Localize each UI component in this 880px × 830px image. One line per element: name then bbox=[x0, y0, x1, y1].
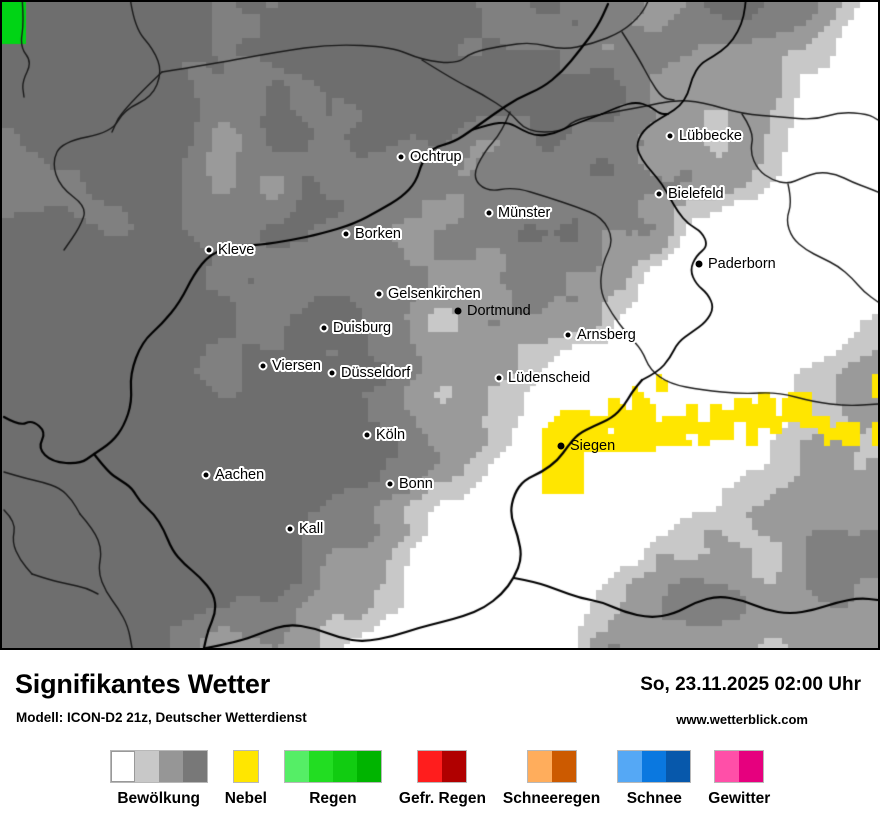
legend-swatch bbox=[551, 751, 576, 782]
legend-group-bew-lkung: Bewölkung bbox=[109, 750, 208, 808]
website-credit: www.wetterblick.com bbox=[676, 712, 808, 727]
legend-swatches bbox=[714, 750, 765, 783]
city-label: Gelsenkirchen bbox=[388, 285, 481, 302]
legend-label: Schnee bbox=[626, 790, 682, 807]
legend-label: Gewitter bbox=[708, 790, 771, 807]
legend: Bewölkung Nebel Regen Gefr. Regen Schneerege… bbox=[0, 750, 880, 820]
map-footer: Signifikantes Wetter Modell: ICON-D2 21z… bbox=[0, 650, 880, 830]
city-label: Borken bbox=[355, 225, 401, 242]
legend-swatch bbox=[110, 751, 135, 782]
city-dot-icon bbox=[557, 442, 565, 450]
city-label: Dortmund bbox=[467, 302, 531, 319]
legend-swatch bbox=[182, 751, 207, 782]
city-dot-icon bbox=[494, 373, 504, 383]
legend-label: Bewölkung bbox=[117, 790, 201, 807]
legend-group-gefr-regen: Gefr. Regen bbox=[399, 750, 486, 808]
city-dot-icon bbox=[327, 368, 337, 378]
legend-group-regen: Regen bbox=[283, 750, 382, 808]
city-dot-icon bbox=[285, 524, 295, 534]
legend-label: Schneeregen bbox=[502, 790, 601, 807]
model-subtitle: Modell: ICON-D2 21z, Deutscher Wetterdie… bbox=[16, 710, 307, 725]
city-dot-icon bbox=[341, 229, 351, 239]
city-label: Münster bbox=[498, 204, 551, 221]
legend-swatch bbox=[158, 751, 183, 782]
city-label: Kall bbox=[299, 520, 324, 537]
legend-label: Nebel bbox=[224, 790, 267, 807]
city-label: Köln bbox=[376, 426, 406, 443]
legend-swatch bbox=[442, 751, 467, 782]
city-label: Paderborn bbox=[708, 255, 776, 272]
legend-swatches bbox=[109, 750, 208, 783]
legend-label: Regen bbox=[309, 790, 357, 807]
legend-swatch bbox=[356, 751, 381, 782]
city-dot-icon bbox=[374, 289, 384, 299]
city-dot-icon bbox=[563, 330, 573, 340]
city-label: Düsseldorf bbox=[341, 364, 411, 381]
legend-group-nebel: Nebel bbox=[225, 750, 267, 808]
city-dot-icon bbox=[258, 361, 268, 371]
legend-swatch bbox=[284, 751, 309, 782]
legend-swatches bbox=[417, 750, 468, 783]
legend-swatch bbox=[134, 751, 159, 782]
city-label: Arnsberg bbox=[577, 326, 636, 343]
city-dot-icon bbox=[385, 479, 395, 489]
city-dot-icon bbox=[319, 323, 329, 333]
legend-swatch bbox=[642, 751, 667, 782]
forecast-datetime: So, 23.11.2025 02:00 Uhr bbox=[640, 674, 861, 695]
city-dot-icon bbox=[201, 470, 211, 480]
city-label: Siegen bbox=[570, 437, 616, 454]
legend-swatches bbox=[232, 750, 259, 783]
legend-group-schnee: Schnee bbox=[617, 750, 692, 808]
significant-weather-map-canvas[interactable] bbox=[2, 2, 878, 648]
legend-swatch bbox=[739, 751, 764, 782]
city-label: Duisburg bbox=[333, 319, 392, 336]
legend-swatch bbox=[418, 751, 443, 782]
city-label: Bonn bbox=[399, 475, 433, 492]
legend-swatch bbox=[233, 751, 258, 782]
legend-swatches bbox=[283, 750, 382, 783]
city-dot-icon bbox=[654, 189, 664, 199]
legend-swatches bbox=[617, 750, 692, 783]
city-label: Ochtrup bbox=[410, 148, 462, 165]
city-label: Viersen bbox=[272, 357, 321, 374]
legend-group-schneeregen: Schneeregen bbox=[503, 750, 600, 808]
city-dot-icon bbox=[695, 260, 703, 268]
page-title: Signifikantes Wetter bbox=[15, 669, 271, 699]
city-dot-icon bbox=[454, 307, 462, 315]
weather-map-panel[interactable]: Lübbecke Ochtrup Bielefeld Münster Borken Kle… bbox=[0, 0, 880, 650]
legend-swatches bbox=[526, 750, 577, 783]
city-dot-icon bbox=[665, 131, 675, 141]
city-label: Aachen bbox=[215, 466, 265, 483]
city-dot-icon bbox=[396, 152, 406, 162]
city-label: Kleve bbox=[218, 241, 255, 258]
legend-swatch bbox=[666, 751, 691, 782]
legend-swatch bbox=[332, 751, 357, 782]
city-dot-icon bbox=[204, 245, 214, 255]
city-label: Lübbecke bbox=[679, 127, 742, 144]
legend-swatch bbox=[618, 751, 643, 782]
city-dot-icon bbox=[484, 208, 494, 218]
legend-swatch bbox=[308, 751, 333, 782]
city-dot-icon bbox=[362, 430, 372, 440]
legend-group-gewitter: Gewitter bbox=[708, 750, 770, 808]
city-label: Bielefeld bbox=[668, 185, 724, 202]
legend-swatch bbox=[527, 751, 552, 782]
map-city-labels-overlay: Lübbecke Ochtrup Bielefeld Münster Borken Kle… bbox=[2, 2, 878, 648]
legend-label: Gefr. Regen bbox=[398, 790, 486, 807]
legend-swatch bbox=[715, 751, 740, 782]
city-label: Lüdenscheid bbox=[508, 369, 591, 386]
